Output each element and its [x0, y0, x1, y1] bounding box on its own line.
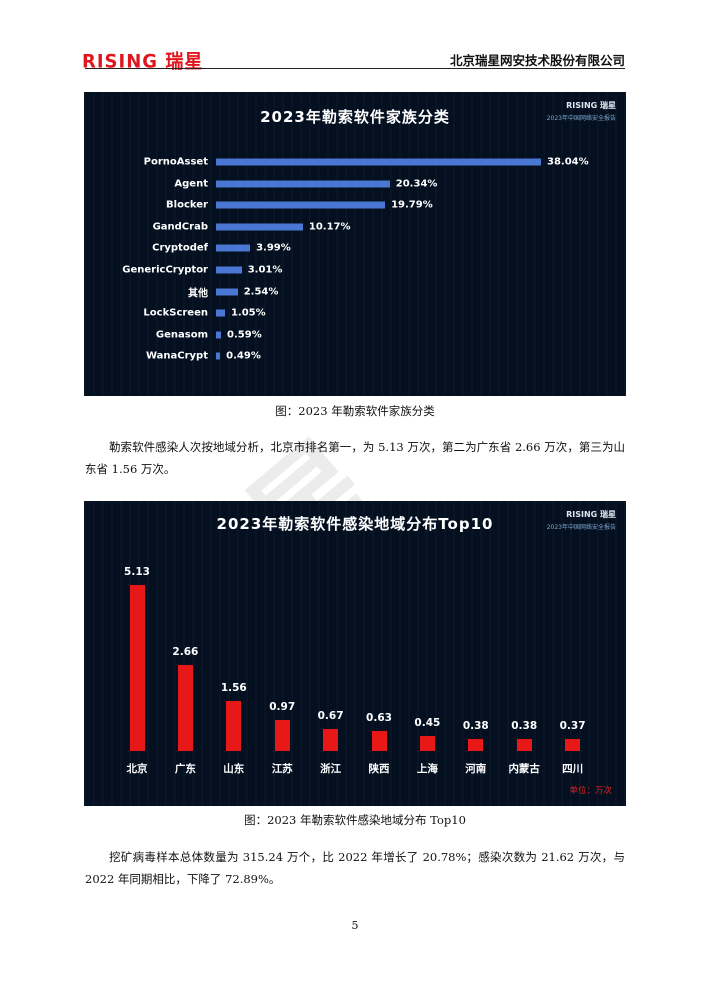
value-label: 0.38: [462, 719, 489, 732]
category-label: 上海: [416, 763, 438, 775]
figure-caption: 图：2023 年勒索软件感染地域分布 Top10: [244, 813, 466, 827]
brand-logo: RISING 瑞星: [566, 510, 616, 519]
value-label: 1.05%: [230, 307, 266, 319]
bar: [274, 719, 290, 751]
ransomware-region-chart: 2023年勒索软件感染地域分布Top10 RISING 瑞星 2023年中国网络…: [84, 501, 626, 806]
value-label: 20.34%: [395, 178, 438, 190]
value-label: 1.56: [220, 681, 247, 694]
category-label: Genasom: [155, 329, 208, 341]
category-label: 山东: [223, 763, 245, 775]
paragraph: 勒索软件感染人次按地域分析，北京市排名第一，为 5.13 万次，第二为广东省 2…: [85, 440, 625, 476]
category-label: 北京: [126, 763, 148, 775]
value-label: 38.04%: [547, 156, 589, 168]
value-label: 2.54%: [243, 286, 279, 298]
bar: [216, 266, 242, 274]
category-label: WanaCrypt: [145, 350, 208, 362]
value-label: 5.13: [124, 566, 150, 578]
value-label: 19.79%: [391, 199, 433, 211]
bar: [226, 700, 242, 751]
chart-title: 2023年勒索软件感染地域分布Top10: [216, 515, 494, 533]
bar: [216, 158, 541, 166]
figure-caption: 图：2023 年勒索软件家族分类: [275, 404, 435, 418]
value-label: 0.38: [511, 719, 538, 732]
bar: [216, 331, 222, 339]
category-label: PornoAsset: [143, 156, 208, 168]
category-label: 其他: [188, 288, 208, 300]
category-label: 江苏: [271, 763, 293, 775]
category-label: GenericCryptor: [122, 264, 208, 276]
bar: [516, 738, 532, 751]
brand-subtitle: 2023年中国网络安全报告: [546, 524, 616, 531]
category-label: Cryptodef: [152, 242, 208, 254]
bar: [565, 739, 581, 751]
bar: [216, 309, 225, 317]
brand-logo: RISING 瑞星: [566, 101, 616, 110]
brand-subtitle: 2023年中国网络安全报告: [546, 115, 616, 122]
value-label: 0.49%: [226, 350, 261, 362]
category-label: LockScreen: [143, 307, 208, 319]
bar: [216, 223, 303, 231]
category-label: 四川: [562, 763, 584, 775]
value-label: 0.67: [317, 710, 344, 723]
category-label: Blocker: [166, 199, 208, 211]
bar: [177, 664, 193, 751]
value-label: 0.45: [414, 717, 441, 730]
value-label: 0.37: [559, 720, 586, 733]
bar: [323, 729, 339, 751]
category-label: 广东: [174, 763, 196, 775]
bar: [216, 244, 251, 252]
value-label: 3.99%: [256, 242, 291, 254]
category-label: 陕西: [368, 763, 390, 775]
chart-title: 2023年勒索软件家族分类: [260, 108, 450, 126]
bar: [419, 736, 435, 751]
rising-logo: RISING 瑞星: [82, 50, 204, 73]
category-label: 浙江: [320, 763, 342, 775]
value-label: 0.59%: [227, 329, 262, 341]
category-label: GandCrab: [152, 221, 208, 233]
company-name: 北京瑞星网安技术股份有限公司: [449, 53, 625, 68]
category-label: Agent: [174, 178, 208, 190]
chart-brand: RISING 瑞星 2023年中国网络安全报告: [547, 509, 616, 531]
bar: [216, 180, 390, 188]
chart-brand: RISING 瑞星 2023年中国网络安全报告: [547, 100, 616, 122]
ransomware-family-chart: 2023年勒索软件家族分类 RISING 瑞星 2023年中国网络安全报告 Po…: [84, 92, 626, 396]
header-divider: [85, 68, 625, 69]
bar: [371, 730, 387, 751]
category-label: 内蒙古: [508, 763, 540, 775]
value-label: 0.63: [366, 711, 392, 724]
bar: [216, 201, 386, 209]
value-label: 0.97: [269, 700, 296, 713]
bar: [216, 288, 238, 296]
bar: [129, 585, 145, 751]
paragraph: 挖矿病毒样本总体数量为 315.24 万个，比 2022 年增长了 20.78%…: [85, 850, 625, 886]
bar: [216, 352, 221, 360]
bar: [468, 738, 484, 751]
value-label: 2.66: [172, 645, 199, 658]
page-number: 5: [351, 919, 359, 932]
category-label: 河南: [465, 763, 487, 775]
unit-label: 单位：万次: [569, 786, 612, 796]
value-label: 3.01%: [247, 264, 283, 276]
value-label: 10.17%: [308, 221, 351, 233]
